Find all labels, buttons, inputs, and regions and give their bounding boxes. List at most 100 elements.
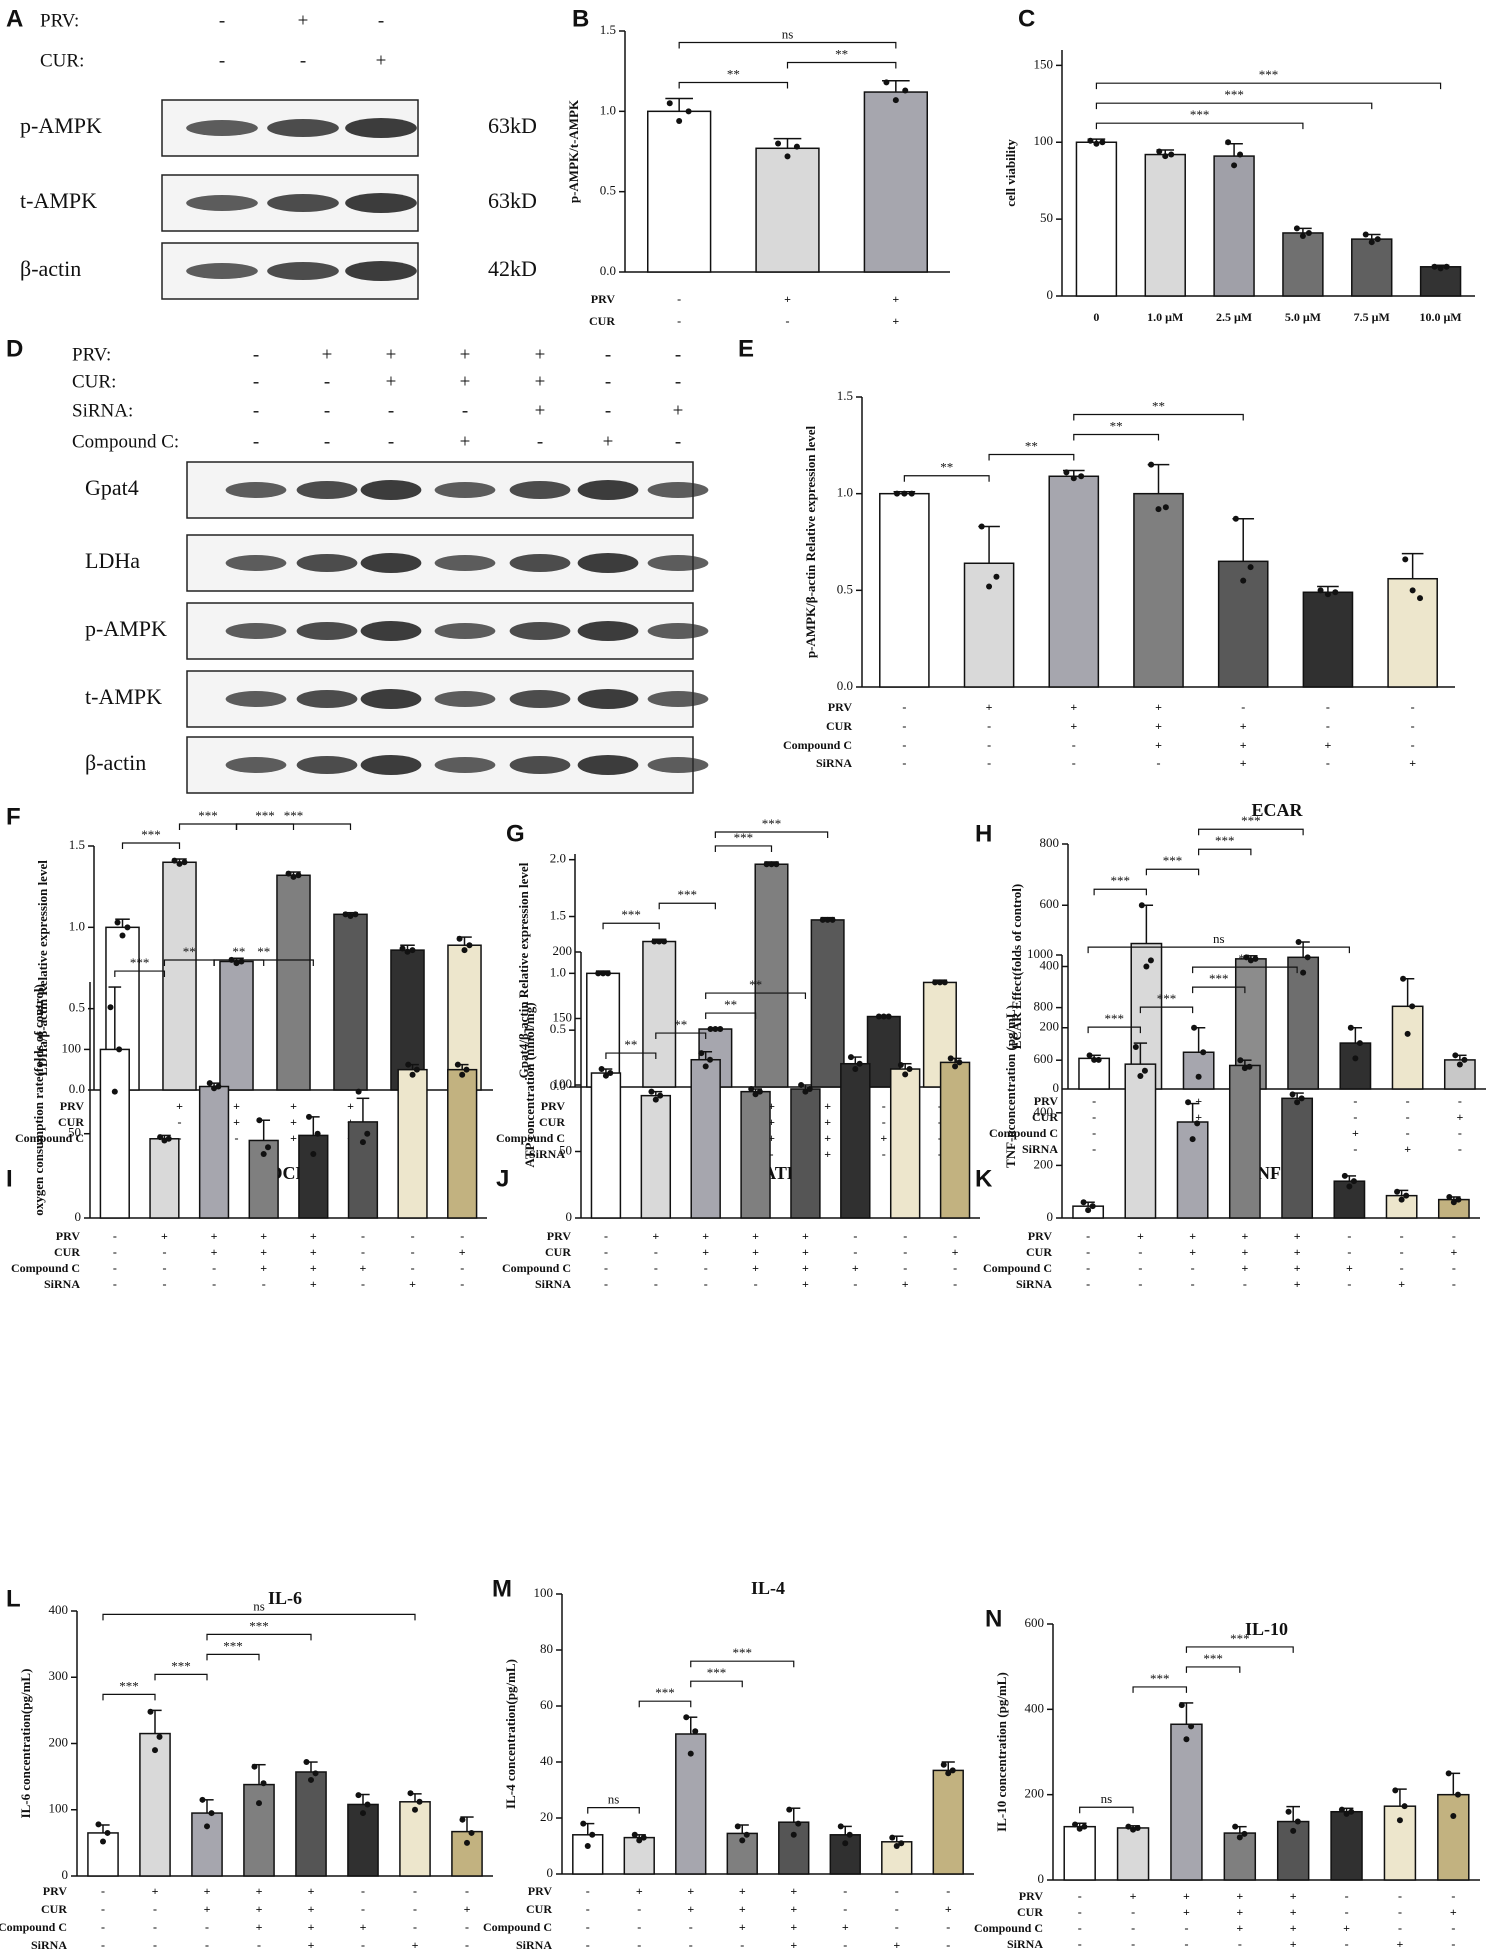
data-point — [908, 490, 915, 497]
bar — [863, 91, 929, 273]
y-tick-label: 20 — [540, 1809, 553, 1824]
condition-sign: - — [1184, 1937, 1188, 1951]
condition-name: PRV — [60, 1099, 85, 1113]
y-tick-label: 600 — [1034, 1051, 1054, 1066]
data-point — [773, 861, 780, 868]
data-point — [206, 1080, 213, 1087]
condition-name: Compound C — [15, 1131, 84, 1145]
data-point — [837, 1823, 844, 1830]
data-point — [661, 938, 668, 945]
condition-sign: - — [1452, 1261, 1456, 1275]
bar — [276, 874, 311, 1091]
blot-size: 63kD — [488, 188, 537, 213]
condition-sign: - — [689, 1920, 693, 1934]
data-point — [104, 1829, 111, 1836]
data-point — [763, 861, 770, 868]
condition-sign: - — [257, 1938, 261, 1952]
condition-name: PRV — [547, 1229, 572, 1243]
blot-label: β-actin — [85, 750, 146, 775]
condition-sign: + — [1241, 1245, 1248, 1259]
condition-sign: - — [903, 1229, 907, 1243]
data-point — [1446, 1193, 1453, 1200]
condition-sign: - — [605, 371, 611, 392]
data-point — [707, 1026, 714, 1033]
data-point — [463, 1066, 470, 1073]
condition-sign: - — [162, 1245, 166, 1259]
condition-sign: - — [1345, 1905, 1349, 1919]
condition-sign: + — [790, 1938, 797, 1952]
condition-sign: + — [739, 1902, 746, 1916]
condition-sign: - — [153, 1920, 157, 1934]
significance-label: *** — [1150, 1671, 1170, 1686]
significance-label: *** — [1230, 1631, 1250, 1646]
x-tick-label: 2.5 μM — [1216, 310, 1252, 324]
data-point — [676, 117, 683, 124]
data-point — [466, 942, 473, 949]
condition-sign: - — [1078, 1937, 1082, 1951]
condition-sign: + — [673, 400, 684, 421]
blot-band — [345, 193, 417, 213]
data-point — [1225, 139, 1232, 146]
bar — [647, 110, 712, 273]
significance-label: *** — [255, 808, 275, 823]
condition-sign: + — [1397, 1937, 1404, 1951]
panel-letter: A — [6, 5, 23, 32]
data-point — [768, 861, 775, 868]
data-point — [692, 1728, 699, 1735]
data-point — [1394, 1188, 1401, 1195]
condition-sign: - — [675, 431, 681, 452]
x-tick-label: 0 — [1093, 310, 1099, 324]
y-tick-label: 100 — [62, 1040, 82, 1055]
condition-sign: + — [535, 371, 546, 392]
y-tick-label: 0.0 — [837, 678, 853, 693]
condition-sign: + — [739, 1920, 746, 1934]
data-point — [1300, 969, 1307, 976]
condition-sign: - — [903, 1245, 907, 1259]
data-point — [405, 1061, 412, 1068]
significance-bracket — [1095, 122, 1304, 130]
data-point — [952, 1063, 959, 1070]
condition-name: CUR — [41, 1902, 67, 1916]
condition-name: Compound C — [483, 1920, 552, 1934]
significance-label: *** — [733, 1645, 753, 1660]
panel-letter: B — [572, 5, 589, 32]
data-point — [1243, 954, 1250, 961]
significance-label: ** — [749, 977, 762, 992]
condition-sign: + — [1130, 1889, 1137, 1903]
bar — [690, 1058, 721, 1219]
significance-label: *** — [141, 827, 161, 842]
condition-name: PRV: — [40, 10, 79, 31]
data-point — [119, 932, 126, 939]
data-point — [454, 1061, 461, 1068]
condition-name: SiRNA — [44, 1277, 80, 1291]
condition-sign: + — [1236, 1905, 1243, 1919]
bar — [642, 940, 677, 1088]
condition-sign: - — [987, 756, 991, 770]
y-axis-label: cell viability — [1003, 139, 1018, 207]
data-point — [901, 490, 908, 497]
condition-sign: + — [739, 1884, 746, 1898]
data-point — [364, 1801, 371, 1808]
blot-band — [296, 481, 358, 499]
data-point — [1080, 1199, 1087, 1206]
condition-sign: + — [636, 1884, 643, 1898]
significance-label: ** — [232, 944, 245, 959]
condition-sign: + — [802, 1261, 809, 1275]
condition-sign: + — [1189, 1245, 1196, 1259]
significance-bracket — [114, 970, 166, 978]
significance-label: *** — [1105, 1011, 1125, 1026]
condition-sign: - — [465, 1938, 469, 1952]
condition-sign: + — [460, 371, 471, 392]
condition-sign: - — [770, 1147, 774, 1161]
bar — [1144, 153, 1186, 297]
significance-bracket — [1192, 966, 1298, 974]
data-point — [1332, 589, 1339, 596]
bar — [347, 1803, 379, 1877]
data-point — [312, 1770, 319, 1777]
y-tick-label: 1.0 — [837, 485, 853, 500]
data-point — [295, 872, 302, 879]
significance-bracket — [121, 842, 181, 850]
condition-sign: - — [953, 1229, 957, 1243]
condition-sign: + — [1352, 1126, 1359, 1140]
data-point — [648, 1088, 655, 1095]
